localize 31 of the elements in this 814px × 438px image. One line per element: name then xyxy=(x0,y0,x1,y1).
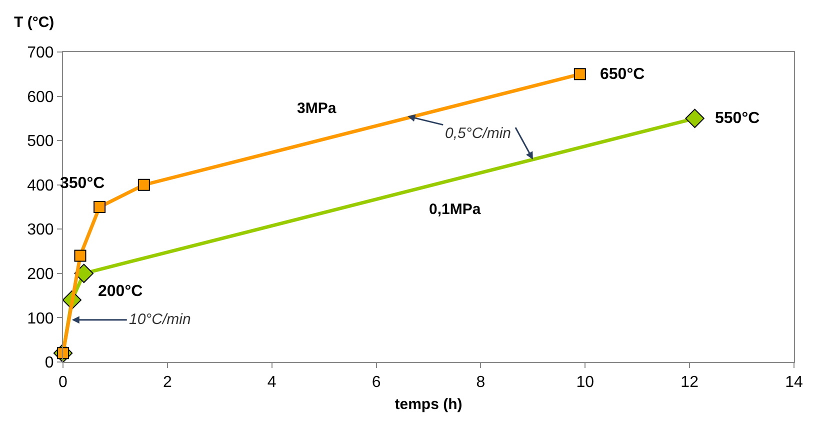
series-label: 0,1MPa xyxy=(429,201,482,218)
series-label: 3MPa xyxy=(297,100,337,117)
point xyxy=(94,201,106,213)
x-tick-label: 10 xyxy=(576,374,594,392)
x-axis-title: temps (h) xyxy=(394,396,462,414)
point xyxy=(138,178,150,191)
y-tick-label: 300 xyxy=(27,222,54,239)
annotation: 550°C xyxy=(715,110,760,127)
y-tick-label: 100 xyxy=(27,310,54,328)
y-axis-title: T (°C) xyxy=(14,14,54,31)
annotation: 350°C xyxy=(60,175,106,192)
x-tick-label: 6 xyxy=(372,374,381,392)
x-tick-label: 2 xyxy=(162,374,172,392)
y-tick-label: 200 xyxy=(27,266,54,284)
x-tick-label: 14 xyxy=(785,374,803,392)
x-tick-label: 4 xyxy=(267,374,276,392)
annotation: 200°C xyxy=(98,283,144,300)
point xyxy=(685,108,704,128)
x-tick-label: 8 xyxy=(476,374,486,392)
annotation: 10°C/min xyxy=(129,311,191,328)
y-tick-label: 400 xyxy=(27,177,54,194)
y-tick-label: 600 xyxy=(27,88,54,106)
annotation: 0,5°C/min xyxy=(445,125,512,142)
y-tick-label: 700 xyxy=(27,44,54,62)
x-tick-label: 0 xyxy=(58,374,68,392)
point xyxy=(574,68,586,80)
y-tick-label: 0 xyxy=(44,354,54,372)
x-tick-label: 12 xyxy=(680,374,699,392)
y-tick-label: 500 xyxy=(27,133,54,150)
annotation: 650°C xyxy=(600,66,646,83)
point xyxy=(74,250,86,262)
